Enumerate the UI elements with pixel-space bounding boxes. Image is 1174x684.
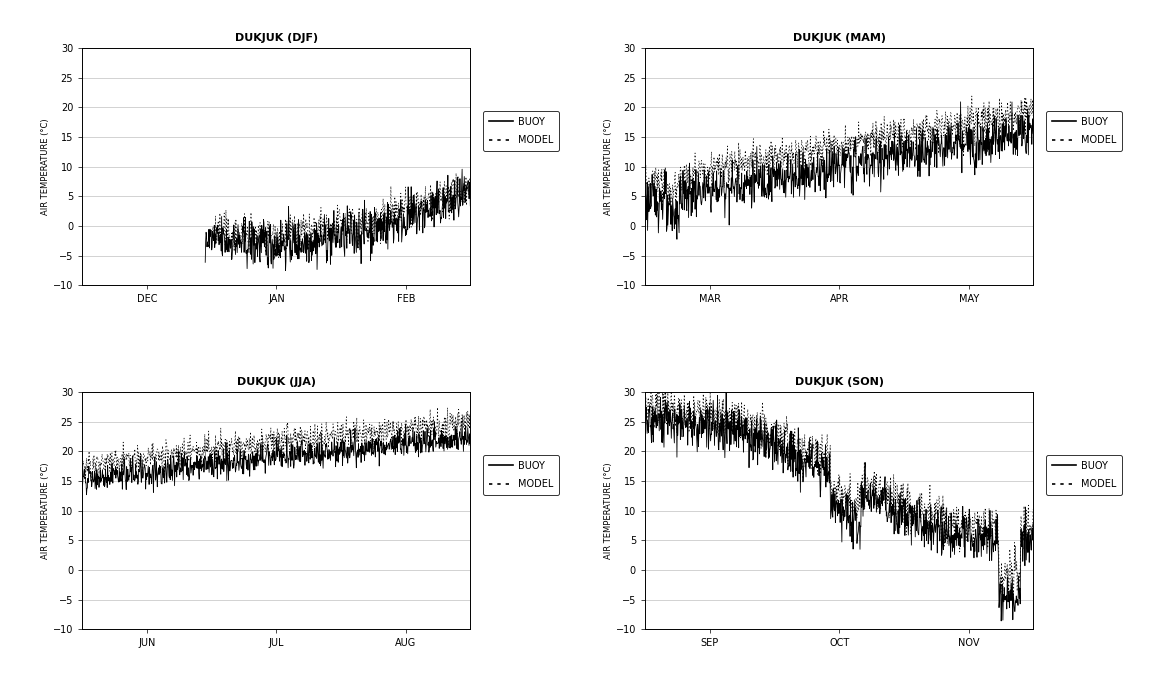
BUOY [973, 536, 987, 544]
BUOY [176, 454, 190, 462]
MODEL [965, 92, 979, 100]
BUOY [637, 211, 652, 219]
BUOY [680, 415, 694, 423]
Title: DUKJUK (DJF): DUKJUK (DJF) [235, 33, 318, 43]
Y-axis label: AIR TEMPERATURE (°C): AIR TEMPERATURE (°C) [603, 462, 613, 559]
MODEL [351, 220, 365, 228]
MODEL [241, 237, 255, 246]
BUOY [740, 431, 754, 439]
Y-axis label: AIR TEMPERATURE (°C): AIR TEMPERATURE (°C) [603, 118, 613, 215]
BUOY [1026, 129, 1040, 137]
MODEL [75, 460, 89, 468]
MODEL [637, 410, 652, 419]
MODEL [637, 172, 652, 181]
BUOY [464, 436, 478, 444]
BUOY [670, 235, 684, 244]
BUOY [804, 447, 818, 455]
Legend: BUOY, MODEL: BUOY, MODEL [1046, 111, 1122, 151]
BUOY [464, 202, 478, 210]
BUOY [456, 417, 470, 425]
MODEL [804, 147, 818, 155]
BUOY [681, 195, 695, 203]
Line: MODEL: MODEL [82, 408, 471, 480]
MODEL [367, 205, 382, 213]
Title: DUKJUK (JJA): DUKJUK (JJA) [237, 377, 316, 387]
MODEL [352, 429, 366, 437]
Y-axis label: AIR TEMPERATURE (°C): AIR TEMPERATURE (°C) [41, 462, 50, 559]
MODEL [464, 419, 478, 427]
BUOY [75, 482, 89, 490]
MODEL [973, 530, 987, 538]
Line: MODEL: MODEL [211, 173, 471, 258]
Line: BUOY: BUOY [645, 102, 1033, 239]
MODEL [931, 124, 945, 132]
BUOY [1026, 527, 1040, 536]
Line: BUOY: BUOY [82, 421, 471, 495]
MODEL [650, 382, 664, 390]
BUOY [367, 440, 382, 449]
MODEL [974, 122, 989, 130]
MODEL [681, 409, 695, 417]
MODEL [464, 183, 478, 192]
MODEL [804, 464, 818, 473]
MODEL [117, 456, 131, 464]
MODEL [85, 476, 99, 484]
MODEL [681, 179, 695, 187]
MODEL [740, 161, 754, 169]
BUOY [994, 617, 1008, 625]
MODEL [1006, 594, 1020, 602]
BUOY [720, 382, 734, 390]
Y-axis label: AIR TEMPERATURE (°C): AIR TEMPERATURE (°C) [41, 118, 50, 215]
BUOY [740, 185, 754, 193]
BUOY [804, 166, 818, 174]
BUOY [242, 450, 256, 458]
BUOY [915, 158, 929, 166]
Line: MODEL: MODEL [645, 96, 1033, 207]
BUOY [931, 506, 945, 514]
BUOY [117, 469, 131, 477]
MODEL [242, 446, 256, 454]
Legend: BUOY, MODEL: BUOY, MODEL [1046, 455, 1122, 495]
MODEL [931, 509, 945, 517]
MODEL [411, 421, 425, 430]
BUOY [637, 431, 652, 439]
BUOY [80, 490, 94, 499]
MODEL [1026, 505, 1040, 513]
BUOY [953, 98, 967, 106]
Line: BUOY: BUOY [205, 169, 471, 271]
MODEL [740, 412, 754, 421]
MODEL [915, 488, 929, 497]
Legend: BUOY, MODEL: BUOY, MODEL [483, 111, 559, 151]
BUOY [367, 203, 382, 211]
MODEL [662, 203, 676, 211]
Line: MODEL: MODEL [645, 386, 1033, 598]
MODEL [1026, 111, 1040, 120]
MODEL [410, 192, 424, 200]
MODEL [367, 427, 382, 435]
BUOY [241, 248, 255, 256]
Title: DUKJUK (SON): DUKJUK (SON) [795, 377, 884, 387]
Legend: BUOY, MODEL: BUOY, MODEL [483, 455, 559, 495]
Title: DUKJUK (MAM): DUKJUK (MAM) [792, 33, 885, 43]
Line: BUOY: BUOY [645, 386, 1033, 621]
BUOY [411, 438, 425, 447]
BUOY [352, 451, 366, 460]
BUOY [915, 536, 929, 544]
BUOY [351, 232, 365, 240]
BUOY [931, 134, 945, 142]
MODEL [431, 404, 445, 412]
BUOY [974, 122, 989, 131]
MODEL [176, 456, 190, 464]
MODEL [915, 138, 929, 146]
BUOY [410, 220, 424, 228]
